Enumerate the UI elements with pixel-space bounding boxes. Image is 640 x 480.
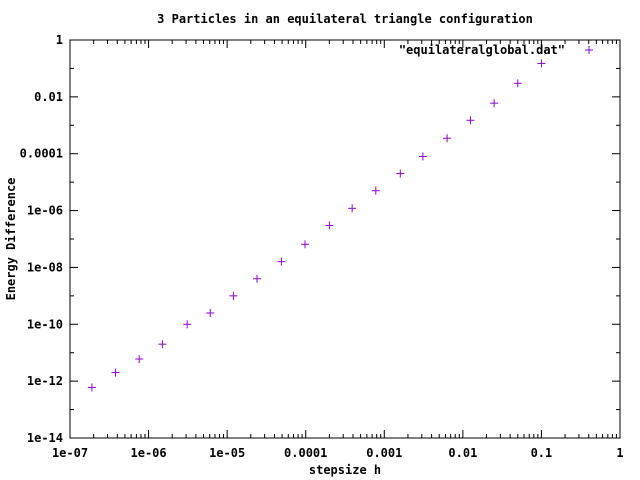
data-point — [348, 204, 357, 213]
data-point — [443, 134, 452, 143]
y-tick-label: 1e-12 — [27, 374, 63, 388]
y-tick-label: 1e-08 — [27, 260, 63, 274]
data-point — [87, 383, 96, 392]
legend: "equilateralglobal.dat" — [399, 43, 593, 57]
x-tick-label: 0.1 — [531, 446, 553, 460]
data-point — [111, 368, 120, 377]
plot-frame — [69, 39, 621, 439]
data-point — [158, 340, 167, 349]
data-point — [490, 99, 499, 108]
data-point — [513, 79, 522, 88]
data-point — [466, 116, 475, 125]
x-tick-label: 1e-06 — [131, 446, 167, 460]
data-point — [229, 291, 238, 300]
x-tick-label: 1 — [616, 446, 623, 460]
data-point — [418, 152, 427, 161]
data-point — [183, 320, 192, 329]
data-point — [325, 221, 334, 230]
y-tick-label: 0.01 — [34, 90, 63, 104]
x-tick-label: 0.001 — [366, 446, 402, 460]
data-point — [277, 257, 286, 266]
y-tick-label: 0.0001 — [20, 147, 63, 161]
data-point — [396, 169, 405, 178]
data-points — [87, 59, 546, 392]
x-axis: 1e-07 1e-06 1e-05 0.0001 0.001 0.01 0.1 1 — [52, 40, 624, 460]
x-tick-label: 0.01 — [448, 446, 477, 460]
data-point — [301, 240, 310, 249]
data-point — [371, 186, 380, 195]
data-point — [253, 274, 262, 283]
chart-title: 3 Particles in an equilateral triangle c… — [157, 12, 533, 26]
x-axis-label: stepsize h — [309, 463, 381, 477]
data-point — [135, 355, 144, 364]
legend-marker — [585, 46, 593, 54]
y-tick-label: 1e-14 — [27, 431, 63, 445]
y-tick-label: 1 — [56, 33, 63, 47]
x-tick-label: 1e-07 — [52, 446, 88, 460]
x-tick-label: 1e-05 — [209, 446, 245, 460]
x-tick-label: 0.0001 — [284, 446, 327, 460]
y-axis-label: Energy Difference — [4, 178, 18, 301]
legend-label: "equilateralglobal.dat" — [399, 43, 565, 57]
data-point — [206, 308, 215, 317]
y-tick-label: 1e-10 — [27, 317, 63, 331]
y-axis: 1e-14 1e-12 1e-10 1e-08 1e-06 0.0001 0.01 1 — [20, 33, 620, 445]
y-tick-label: 1e-06 — [27, 204, 63, 218]
data-point — [537, 59, 546, 68]
